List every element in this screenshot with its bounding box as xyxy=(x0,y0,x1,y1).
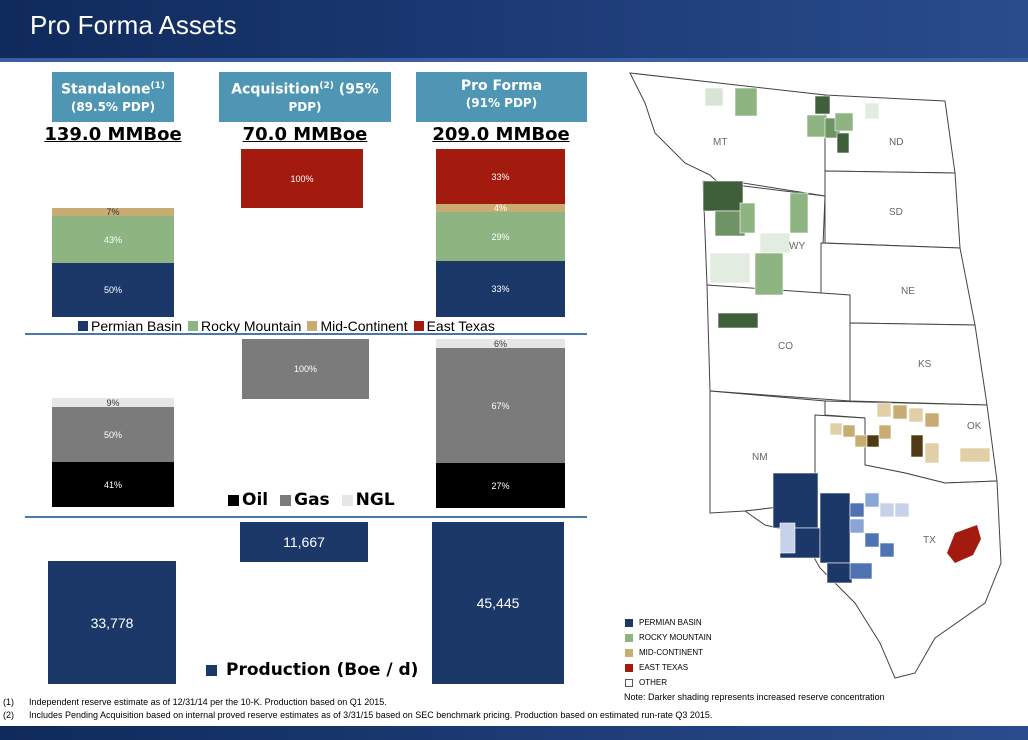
bar-standalone-ngl: 9% xyxy=(52,398,174,408)
bar-pro-forma-ngl: 6% xyxy=(436,339,565,349)
footnote-2: (2) Includes Pending Acquisition based on… xyxy=(3,710,713,720)
assets-map: MT ND SD WY NE CO KS OK NM TX xyxy=(629,72,1002,679)
bar-pro-forma-gas: 67% xyxy=(436,348,565,463)
label-co: CO xyxy=(778,341,793,352)
footer-bar xyxy=(0,726,1028,740)
legend-ngl: NGL xyxy=(341,490,395,510)
map-legend: PERMIAN BASIN ROCKY MOUNTAIN MID-CONTINE… xyxy=(625,615,712,690)
column-header-acquisition: Acquisition(2) (95% PDP) xyxy=(219,72,391,122)
label-ne: NE xyxy=(901,286,915,297)
bar-standalone-oil: 41% xyxy=(52,462,174,507)
legend-permian: Permian Basin xyxy=(78,318,182,334)
map-note: Note: Darker shading represents increase… xyxy=(624,692,885,702)
label-ks: KS xyxy=(918,359,932,370)
legend-rocky: Rocky Mountain xyxy=(188,318,301,334)
bar-standalone-permian: 50% xyxy=(52,263,174,317)
column-header-pro-forma: Pro Forma (91% PDP) xyxy=(416,72,587,122)
total-standalone: 139.0 MMBoe xyxy=(44,124,182,145)
label-nd: ND xyxy=(889,137,903,148)
bar-pro-forma-rocky: 29% xyxy=(436,212,565,261)
map-legend-east-texas: EAST TEXAS xyxy=(625,660,712,675)
label-wy: WY xyxy=(789,241,805,252)
legend-gas: Gas xyxy=(280,490,330,510)
label-tx: TX xyxy=(923,535,936,546)
map-legend-other: OTHER xyxy=(625,675,712,690)
bar-production-standalone: 33,778 xyxy=(48,561,176,684)
label-ok: OK xyxy=(967,421,982,432)
map-legend-rocky: ROCKY MOUNTAIN xyxy=(625,630,712,645)
slide-header: Pro Forma Assets xyxy=(0,0,1028,62)
slide-title: Pro Forma Assets xyxy=(30,10,237,40)
header-strip xyxy=(0,58,1028,62)
divider-2 xyxy=(25,516,587,518)
basin-legend: Permian Basin Rocky Mountain Mid-Contine… xyxy=(78,318,495,334)
map-legend-midcon: MID-CONTINENT xyxy=(625,645,712,660)
east-texas-area xyxy=(947,525,981,563)
legend-midcon: Mid-Continent xyxy=(307,318,408,334)
production-legend: Production (Boe / d) xyxy=(206,660,418,680)
production-legend-label: Production (Boe / d) xyxy=(226,660,419,680)
bar-acquisition-east-texas: 100% xyxy=(241,149,363,208)
divider-1 xyxy=(25,333,587,335)
commodity-legend: Oil Gas NGL xyxy=(228,490,395,510)
bar-pro-forma-east-texas: 33% xyxy=(436,149,565,204)
state-mt xyxy=(629,72,826,197)
label-mt: MT xyxy=(713,137,727,148)
label-sd: SD xyxy=(889,207,903,218)
label-nm: NM xyxy=(752,452,768,463)
bar-standalone-rocky: 43% xyxy=(52,216,174,263)
bar-pro-forma-permian: 33% xyxy=(436,261,565,317)
total-pro-forma: 209.0 MMBoe xyxy=(432,124,570,145)
bar-pro-forma-oil: 27% xyxy=(436,463,565,508)
map-legend-permian: PERMIAN BASIN xyxy=(625,615,712,630)
total-acquisition: 70.0 MMBoe xyxy=(242,124,368,145)
footnote-1: (1) Independent reserve estimate as of 12… xyxy=(3,697,387,707)
legend-oil: Oil xyxy=(228,490,268,510)
production-swatch xyxy=(206,664,217,676)
bar-production-pro-forma: 45,445 xyxy=(432,522,564,684)
bar-production-acquisition: 11,667 xyxy=(240,522,368,562)
footnotes: (1) Independent reserve estimate as of 12… xyxy=(0,697,712,723)
bar-standalone-midcon: 7% xyxy=(52,207,174,217)
column-header-standalone: Standalone(1) (89.5% PDP) xyxy=(52,72,174,122)
legend-east-texas: East Texas xyxy=(413,318,495,334)
bar-standalone-gas: 50% xyxy=(52,407,174,462)
bar-pro-forma-midcon: 4% xyxy=(436,203,565,213)
bar-acquisition-gas: 100% xyxy=(242,339,369,399)
